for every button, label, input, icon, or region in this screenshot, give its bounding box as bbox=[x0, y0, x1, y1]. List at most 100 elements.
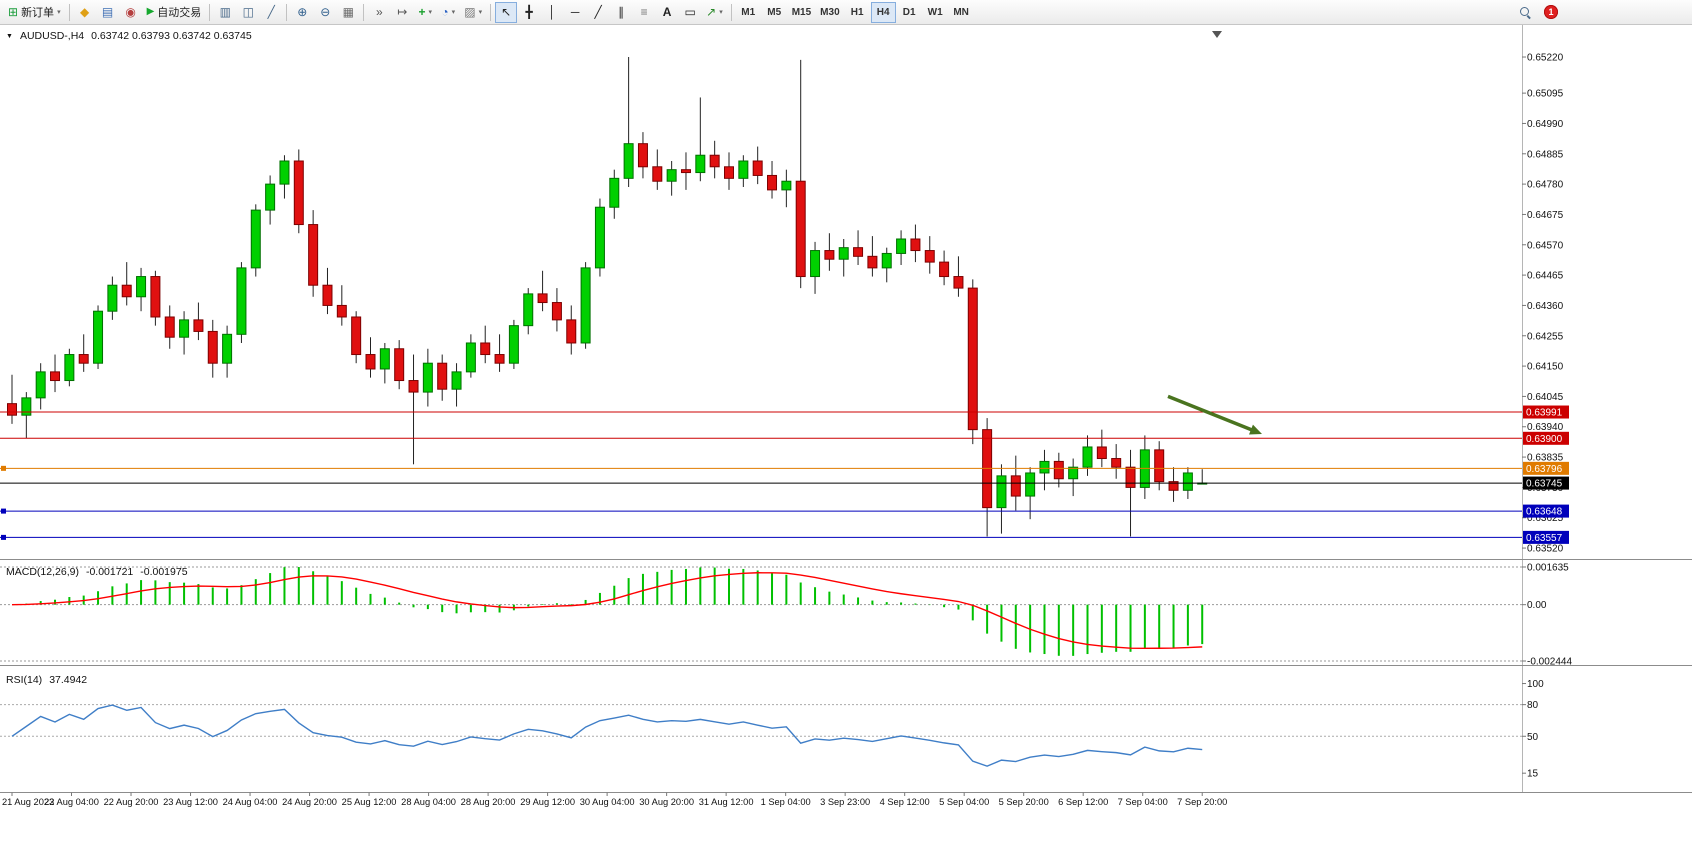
bear-candle bbox=[867, 255, 878, 269]
zoom-in-button[interactable]: ⊕ bbox=[291, 2, 313, 23]
bear-candle bbox=[480, 342, 491, 356]
bull-candle bbox=[236, 267, 247, 335]
channel-icon: ∥ bbox=[618, 5, 625, 19]
price-level-badge-text: 0.63991 bbox=[1526, 408, 1563, 419]
candlestick-chart-button[interactable]: ◫ bbox=[237, 2, 259, 23]
vertical-line-tool-button[interactable]: │ bbox=[541, 2, 563, 23]
price-axis-label: 0.65220 bbox=[1527, 53, 1564, 64]
bar-chart-icon: ▥ bbox=[219, 5, 231, 19]
bull-candle bbox=[250, 209, 261, 269]
timeframe-w1-button[interactable]: W1 bbox=[923, 2, 948, 23]
bear-candle bbox=[910, 238, 921, 252]
bear-candle bbox=[365, 354, 376, 370]
timeframe-h4-button[interactable]: H4 bbox=[870, 1, 896, 23]
trendline-tool-button[interactable]: ╱ bbox=[587, 2, 609, 23]
bear-candle bbox=[767, 174, 778, 191]
text-tool-icon: A bbox=[662, 5, 672, 19]
line-chart-button[interactable]: ╱ bbox=[260, 2, 282, 23]
price-level-badge bbox=[1523, 504, 1569, 518]
navigator-button[interactable]: ◉ bbox=[120, 2, 142, 23]
bear-candle bbox=[293, 160, 304, 226]
price-level-badge bbox=[1523, 431, 1569, 445]
text-tool-button[interactable]: A bbox=[656, 2, 678, 23]
bear-candle bbox=[1010, 475, 1021, 497]
line-handle[interactable] bbox=[1, 508, 6, 514]
rsi-axis-label: 80 bbox=[1527, 700, 1539, 711]
trend-arrow[interactable] bbox=[1167, 394, 1256, 433]
bull-candle bbox=[222, 333, 233, 364]
timeframe-h1-button[interactable]: H1 bbox=[845, 2, 870, 23]
bear-candle bbox=[193, 319, 204, 332]
periods-button[interactable]: ◔ ▾ bbox=[437, 2, 459, 23]
bear-candle bbox=[408, 380, 419, 393]
bull-candle bbox=[1068, 466, 1079, 480]
time-axis-label: 5 Sep 04:00 bbox=[939, 797, 989, 807]
channel-tool-button[interactable]: ∥ bbox=[610, 2, 632, 23]
rsi-axis-label: 15 bbox=[1527, 769, 1539, 780]
bull-candle bbox=[881, 252, 892, 269]
timeframe-m30-button[interactable]: M30 bbox=[816, 2, 843, 23]
arrow-tools-button[interactable]: ↗ ▾ bbox=[702, 2, 727, 23]
horizontal-line-tool-button[interactable]: ─ bbox=[564, 2, 586, 23]
auto-scroll-button[interactable]: » bbox=[368, 2, 390, 23]
timeframe-m1-button[interactable]: M1 bbox=[736, 2, 761, 23]
bear-candle bbox=[78, 354, 89, 364]
bar-chart-button[interactable]: ▥ bbox=[214, 2, 236, 23]
auto-trading-button[interactable]: ▶ 自动交易 bbox=[143, 2, 206, 23]
rsi-value: 37.4942 bbox=[49, 674, 88, 686]
bull-candle bbox=[594, 206, 605, 269]
notification-badge[interactable]: 1 bbox=[1544, 5, 1558, 19]
tile-windows-button[interactable]: ▦ bbox=[337, 2, 359, 23]
bull-candle bbox=[1025, 472, 1036, 497]
fibonacci-tool-button[interactable]: ≡ bbox=[633, 2, 655, 23]
price-level-badge-text: 0.63796 bbox=[1526, 464, 1563, 475]
bear-candle bbox=[164, 316, 175, 338]
bear-candle bbox=[566, 319, 577, 344]
price-chart-canvas[interactable]: 0.65220 0.65095 0.64990 0.64885 0.64780 0.646… bbox=[0, 25, 1692, 812]
macd-axis-label: -0.002444 bbox=[1527, 657, 1572, 668]
crosshair-tool-button[interactable]: ╋ bbox=[518, 2, 540, 23]
price-axis-label: 0.64675 bbox=[1527, 210, 1564, 221]
bull-candle bbox=[896, 238, 907, 254]
bull-candle bbox=[279, 160, 290, 185]
line-handle[interactable] bbox=[1, 465, 6, 471]
bear-candle bbox=[308, 224, 319, 286]
bull-candle bbox=[781, 180, 792, 191]
chart-shift-icon: ↦ bbox=[397, 5, 408, 19]
zoom-out-button[interactable]: ⊖ bbox=[314, 2, 336, 23]
bull-candle bbox=[1082, 446, 1093, 468]
template-icon: ▨ bbox=[464, 5, 476, 19]
price-axis-label: 0.64885 bbox=[1527, 149, 1564, 160]
profiles-button[interactable]: ◆ bbox=[74, 2, 96, 23]
search-button[interactable] bbox=[1514, 2, 1536, 23]
timeframe-m5-button[interactable]: M5 bbox=[762, 2, 787, 23]
market-watch-button[interactable]: ▤ bbox=[97, 2, 119, 23]
label-tool-button[interactable]: ▭ bbox=[679, 2, 701, 23]
auto-scroll-icon: » bbox=[375, 5, 383, 19]
symbol-dropdown-icon[interactable]: ▼ bbox=[6, 32, 13, 40]
macd-main-value: -0.001721 bbox=[85, 566, 134, 578]
bear-candle bbox=[1096, 446, 1107, 460]
rsi-name: RSI(14) bbox=[6, 674, 43, 686]
new-order-button[interactable]: ⊞ 新订单 ▾ bbox=[4, 2, 65, 23]
toolbar-separator bbox=[68, 3, 70, 21]
timeframe-mn-button[interactable]: MN bbox=[949, 2, 974, 23]
timeframe-d1-button[interactable]: D1 bbox=[897, 2, 922, 23]
line-handle[interactable] bbox=[1, 534, 6, 540]
main-toolbar: ⊞ 新订单 ▾ ◆ ▤ ◉ ▶ 自动交易 ▥ ◫ ╱ ⊕ ⊖ ▦ » ↦ + ▾ … bbox=[0, 0, 1692, 25]
chart-shift-marker[interactable] bbox=[1212, 31, 1222, 38]
search-icon bbox=[1519, 6, 1532, 19]
indicators-button[interactable]: + ▾ bbox=[414, 2, 436, 23]
auto-trading-label: 自动交易 bbox=[157, 7, 202, 19]
cursor-tool-button[interactable]: ↖ bbox=[495, 1, 518, 23]
bull-candle bbox=[666, 169, 677, 182]
trend-arrow-head[interactable] bbox=[1249, 424, 1262, 435]
macd-indicator-label: MACD(12,26,9) -0.001721 -0.001975 bbox=[6, 566, 188, 578]
timeframe-m15-button[interactable]: M15 bbox=[788, 2, 815, 23]
price-level-badge-text: 0.63557 bbox=[1526, 533, 1563, 544]
bear-candle bbox=[394, 348, 405, 382]
templates-button[interactable]: ▨ ▾ bbox=[460, 2, 486, 23]
chart-shift-button[interactable]: ↦ bbox=[391, 2, 413, 23]
bear-candle bbox=[322, 284, 333, 306]
bull-candle bbox=[738, 160, 749, 179]
